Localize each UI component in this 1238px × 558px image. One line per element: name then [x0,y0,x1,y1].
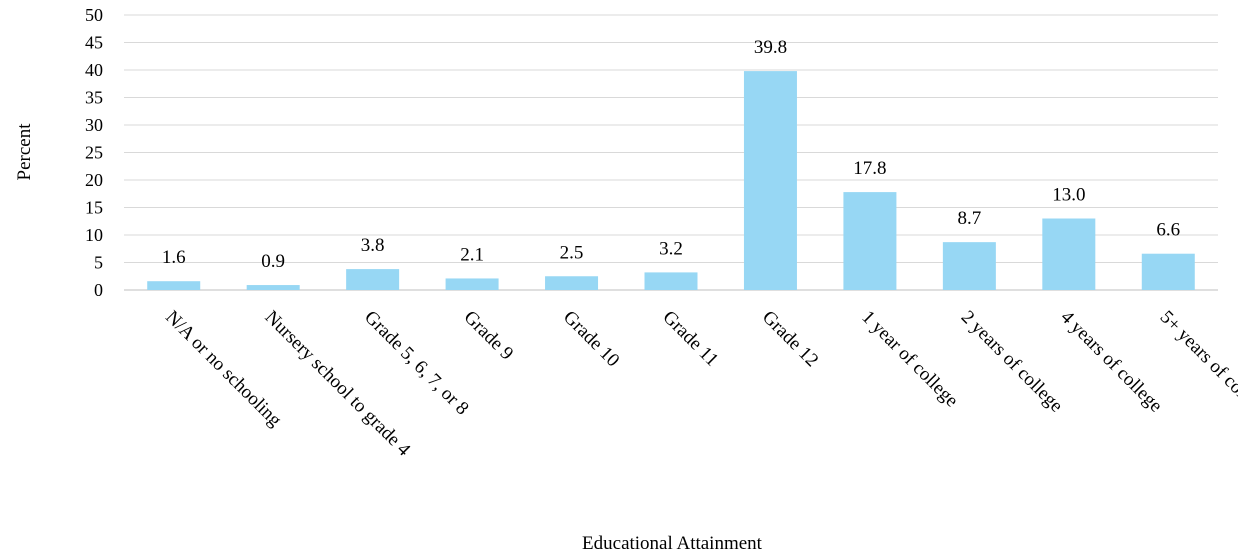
bar [346,269,400,290]
y-tick-label: 35 [85,88,103,108]
x-tick-label: 4 years of college [1056,307,1166,417]
y-axis-ticks: 0 5 10 15 20 25 30 35 40 45 50 [85,5,103,300]
y-axis-title: Percent [14,123,35,181]
y-tick-label: 5 [94,253,103,273]
data-label: 39.8 [754,37,787,58]
data-label: 3.2 [659,238,683,259]
x-tick-label: Grade 5, 6, 7, or 8 [360,307,473,420]
x-axis-title: Educational Attainment [582,533,763,554]
y-tick-label: 45 [85,33,103,53]
bar [743,71,797,290]
y-tick-label: 40 [85,60,103,80]
data-label: 13.0 [1052,185,1085,206]
y-tick-label: 10 [85,225,103,245]
y-tick-label: 50 [85,5,103,25]
bar [644,272,698,290]
data-label: 6.6 [1156,220,1180,241]
bar [545,276,599,290]
data-label: 8.7 [957,208,981,229]
x-tick-label: Grade 10 [559,307,623,371]
x-tick-label: 2 years of college [957,307,1067,417]
y-tick-label: 0 [94,280,103,300]
bars [147,71,1195,290]
x-tick-label: 1 year of college [857,307,962,412]
gridlines [124,14,1218,291]
x-tick-label: Grade 11 [658,307,722,371]
data-label: 2.1 [460,244,484,265]
data-label: 0.9 [261,251,285,272]
x-tick-label: Grade 12 [758,307,822,371]
data-label: 1.6 [162,247,186,268]
bar [1042,218,1096,290]
y-tick-label: 30 [85,115,103,135]
y-tick-label: 25 [85,143,103,163]
bar [942,242,996,290]
y-tick-label: 20 [85,170,103,190]
bar [445,278,499,290]
bar [843,192,897,290]
x-tick-label: Grade 9 [460,307,518,365]
data-label: 17.8 [853,158,886,179]
data-labels: 1.6 0.9 3.8 2.1 2.5 3.2 39.8 17.8 8.7 13.0 6.6 [162,37,1180,272]
data-label: 2.5 [560,242,584,263]
data-label: 3.8 [361,235,385,256]
bar [246,285,300,290]
y-tick-label: 15 [85,198,103,218]
bar [1141,253,1195,290]
bar [147,281,201,290]
x-tick-label: 5+ years of college [1156,307,1238,425]
